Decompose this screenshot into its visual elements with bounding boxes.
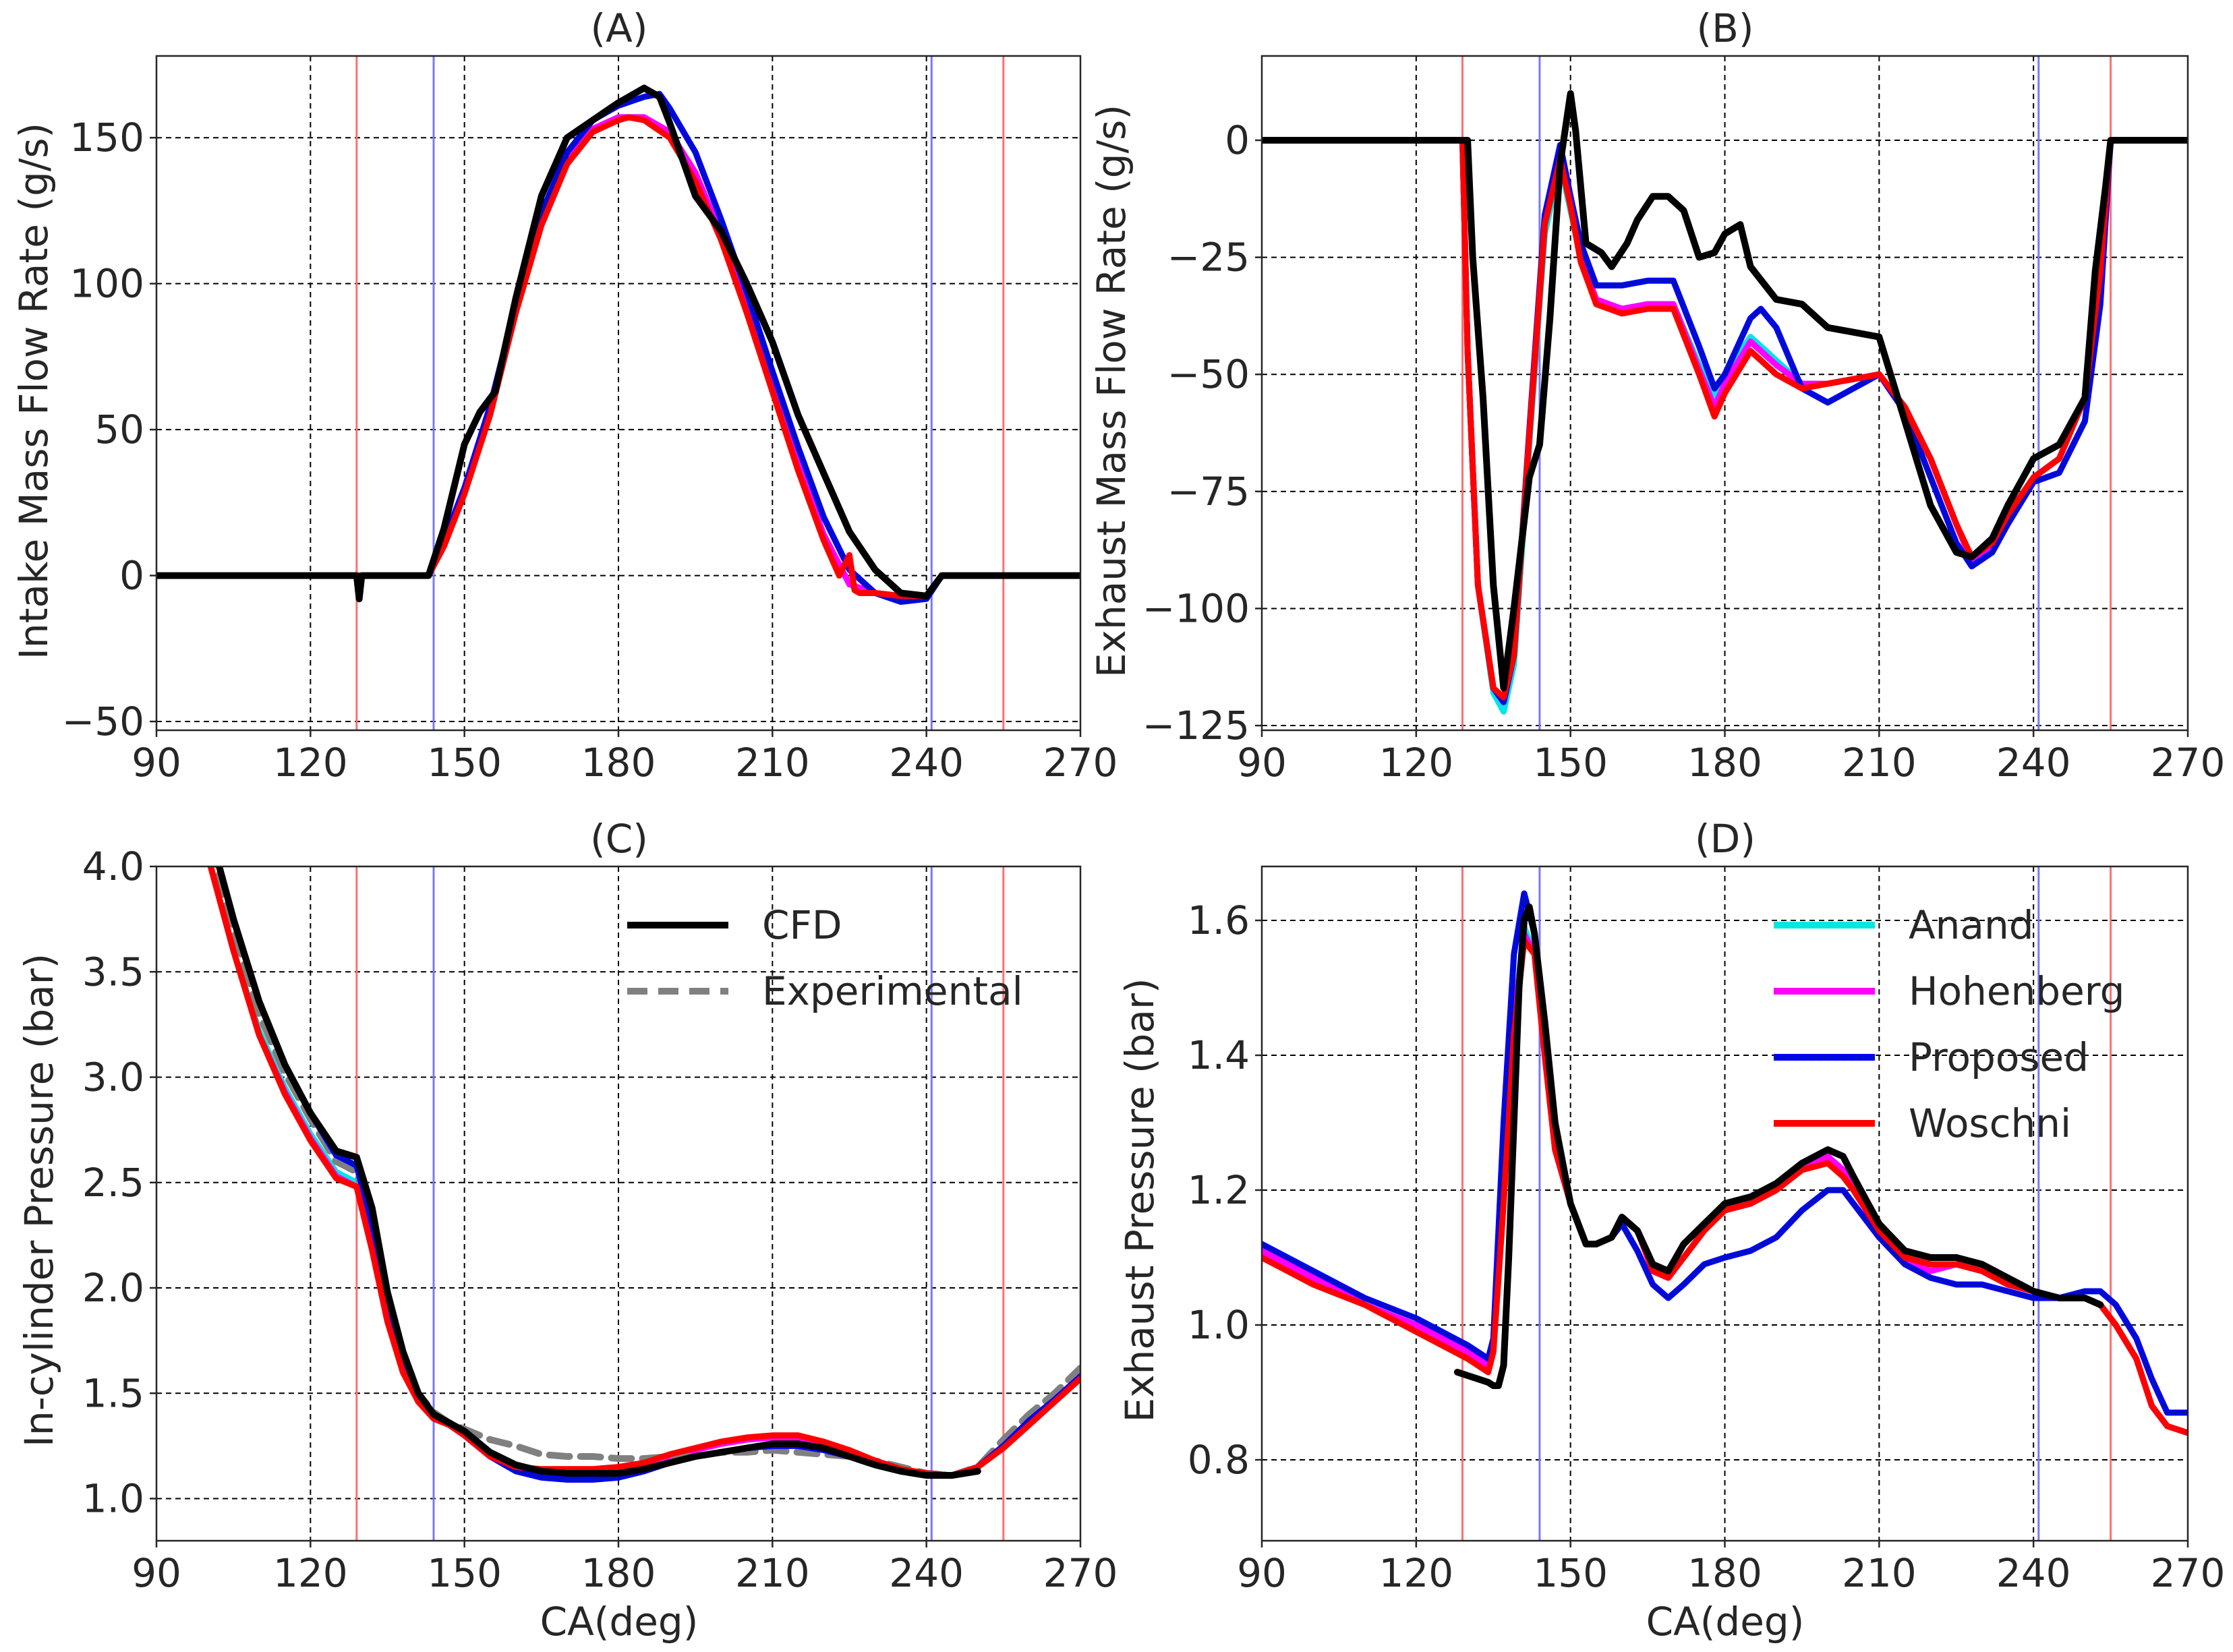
panel-a-xtick-label-210: 210	[735, 740, 810, 786]
panel-a-xtick-label-180: 180	[581, 740, 656, 786]
panel-b-ticks: 90 120 150 180 210 240 270 −125 −100 −75 −50 −25 0	[1142, 117, 2226, 786]
panel-a-xtick-label-90: 90	[132, 740, 181, 786]
panel-d-xtick-label-120: 120	[1379, 1550, 1453, 1596]
panel-a-xtick-label-270: 270	[1043, 740, 1118, 786]
panel-a-ytick-label-150: 150	[69, 115, 144, 160]
panel-b-ytick-label--125: −125	[1142, 703, 1250, 748]
panel-d-ytick-label-0-8: 0.8	[1188, 1437, 1250, 1483]
panel-c-title: (C)	[590, 816, 648, 862]
panel-d-xtick-label-90: 90	[1237, 1550, 1287, 1596]
panel-b-series-woschni	[1262, 137, 2188, 701]
panel-b-ytick-label--100: −100	[1142, 585, 1250, 631]
panel-d-ytick-label-1-6: 1.6	[1188, 897, 1250, 943]
panel-d-ytick-label-1-2: 1.2	[1188, 1167, 1250, 1213]
panel-d-ytick-label-1-4: 1.4	[1188, 1032, 1250, 1078]
panel-a-title: (A)	[591, 5, 648, 51]
panel-d-exhaust-pressure: (D) Exhaust Pressure (bar) CA(deg) 90 120…	[1117, 816, 2225, 1645]
panel-c-ytick-label-2: 2.0	[82, 1265, 144, 1311]
panel-a-ytick-label--50: −50	[62, 699, 144, 744]
panel-c-ytick-label-4: 4.0	[82, 844, 144, 889]
panel-a-ylabel: Intake Mass Flow Rate (g/s)	[11, 123, 57, 659]
panel-d-xtick-label-150: 150	[1533, 1550, 1608, 1596]
panel-a-xtick-label-120: 120	[273, 740, 348, 786]
panel-a-series-cfd	[156, 84, 1080, 603]
panel-c-ytick-label-1-5: 1.5	[82, 1370, 144, 1416]
panel-c-xtick-label-150: 150	[427, 1550, 502, 1596]
panel-d-xlabel: CA(deg)	[1646, 1599, 1805, 1645]
panel-a-ytick-label-100: 100	[69, 261, 144, 307]
panel-d-ticks: 90 120 150 180 210 240 270 0.8 1.0 1.2 1.4 1.6	[1188, 897, 2226, 1596]
panel-d-legend: Anand Hohenberg Proposed Woschni	[1774, 902, 2124, 1146]
panel-c-ytick-label-1: 1.0	[82, 1476, 144, 1522]
panel-d-ytick-label-1: 1.0	[1188, 1302, 1250, 1348]
panel-b-xtick-label-150: 150	[1533, 740, 1608, 786]
panel-c-ytick-label-3-5: 3.5	[82, 949, 144, 995]
panel-c-legend-label-experimental: Experimental	[762, 968, 1023, 1014]
panel-c-xtick-label-210: 210	[735, 1550, 810, 1596]
panel-b-xtick-label-210: 210	[1842, 740, 1917, 786]
panel-b-xtick-label-180: 180	[1687, 740, 1762, 786]
panel-b-ytick-label--50: −50	[1167, 351, 1250, 397]
panel-b-xtick-label-120: 120	[1379, 740, 1453, 786]
panel-d-xtick-label-210: 210	[1842, 1550, 1917, 1596]
panel-b-xtick-label-270: 270	[2151, 740, 2226, 786]
panel-c-in-cylinder-pressure: (C) In-cylinder Pressure (bar) CA(deg) 9…	[16, 816, 1118, 1645]
panel-c-xtick-label-270: 270	[1043, 1550, 1118, 1596]
panel-a-ticks: 90 120 150 180 210 240 270 −50 0 50 100 150	[62, 115, 1118, 786]
panel-c-legend: CFD Experimental	[627, 902, 1023, 1014]
panel-c-series-cfd	[215, 866, 981, 1479]
panel-a-ytick-label-50: 50	[94, 407, 144, 452]
panel-c-xtick-label-120: 120	[273, 1550, 348, 1596]
panel-a-series-group	[156, 84, 1080, 605]
panel-c-ytick-label-2-5: 2.5	[82, 1160, 144, 1206]
panel-c-xlabel: CA(deg)	[540, 1599, 699, 1645]
panel-d-title: (D)	[1695, 816, 1756, 862]
panel-c-xtick-label-180: 180	[581, 1550, 656, 1596]
panel-c-ticks: 90 120 150 180 210 240 270 1.0 1.5 2.0 2.5 3.0 3.5 4.…	[82, 844, 1118, 1596]
panel-d-legend-label-woschni: Woschni	[1909, 1100, 2071, 1146]
panel-a-intake-mass-flow: (A) Intake Mass Flow Rate (g/s) 90 120 150…	[11, 5, 1118, 786]
panel-b-exhaust-mass-flow: (B) Exhaust Mass Flow Rate (g/s) 90 120 15…	[1089, 5, 2225, 786]
panel-b-ytick-label-0: 0	[1225, 117, 1250, 163]
panel-c-ylabel: In-cylinder Pressure (bar)	[16, 953, 62, 1447]
panel-b-ytick-label--25: −25	[1167, 235, 1250, 281]
panel-c-ytick-label-3: 3.0	[82, 1055, 144, 1100]
panel-c-xtick-label-240: 240	[889, 1550, 964, 1596]
panel-c-series-group	[207, 866, 1080, 1483]
panel-a-grid	[156, 56, 1080, 730]
panel-c-xtick-label-90: 90	[132, 1550, 181, 1596]
panel-b-xtick-label-90: 90	[1237, 740, 1287, 786]
panel-d-xtick-label-240: 240	[1996, 1550, 2071, 1596]
panel-b-ylabel: Exhaust Mass Flow Rate (g/s)	[1089, 105, 1134, 678]
panel-b-title: (B)	[1696, 5, 1753, 51]
panel-d-xtick-label-270: 270	[2151, 1550, 2226, 1596]
panel-d-legend-label-proposed: Proposed	[1909, 1034, 2089, 1080]
panel-a-xtick-label-240: 240	[889, 740, 964, 786]
panel-b-series-cfd	[1262, 90, 2188, 692]
panel-a-ytick-label-0: 0	[119, 553, 144, 599]
panel-b-xtick-label-240: 240	[1996, 740, 2071, 786]
panel-d-ylabel: Exhaust Pressure (bar)	[1117, 978, 1163, 1423]
panel-d-series-group	[1262, 890, 2188, 1436]
panel-d-legend-label-anand: Anand	[1909, 902, 2034, 948]
panel-b-series-group	[1262, 90, 2188, 715]
panel-a-xtick-label-150: 150	[427, 740, 502, 786]
panel-d-series-cfd	[1453, 904, 2104, 1389]
panel-b-ytick-label--75: −75	[1167, 469, 1250, 514]
panel-d-legend-label-hohenberg: Hohenberg	[1909, 968, 2124, 1014]
panel-c-legend-label-cfd: CFD	[762, 902, 842, 948]
panel-d-xtick-label-180: 180	[1687, 1550, 1762, 1596]
